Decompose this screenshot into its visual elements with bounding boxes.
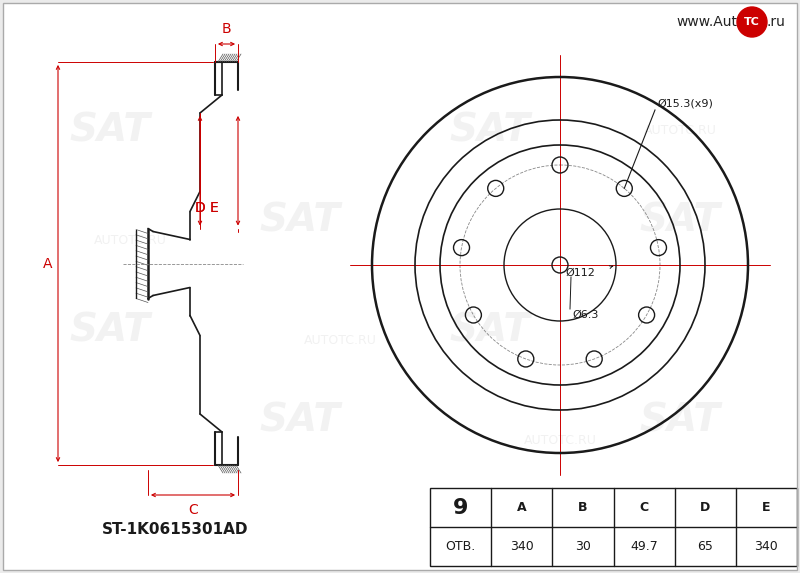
Circle shape: [737, 7, 767, 37]
Text: 340: 340: [510, 540, 534, 553]
Text: A: A: [43, 257, 53, 270]
Text: SAT: SAT: [639, 401, 721, 439]
Text: SAT: SAT: [70, 311, 150, 349]
Text: 30: 30: [575, 540, 591, 553]
Text: C: C: [188, 503, 198, 517]
Text: AUTOTC.RU: AUTOTC.RU: [303, 333, 377, 347]
Text: E: E: [210, 202, 218, 215]
Text: www.Auto: www.Auto: [676, 15, 746, 29]
Text: ST-1K0615301AD: ST-1K0615301AD: [102, 523, 248, 537]
Text: C: C: [639, 501, 649, 514]
Text: B: B: [222, 22, 231, 36]
Text: SAT: SAT: [259, 401, 341, 439]
Text: E: E: [762, 501, 770, 514]
Text: 65: 65: [698, 540, 713, 553]
Text: 49.7: 49.7: [630, 540, 658, 553]
Text: SAT: SAT: [450, 111, 530, 149]
Text: .ru: .ru: [767, 15, 786, 29]
Text: SAT: SAT: [259, 201, 341, 239]
Text: ОТВ.: ОТВ.: [446, 540, 476, 553]
Text: D: D: [700, 501, 710, 514]
Text: SAT: SAT: [639, 201, 721, 239]
Text: D: D: [195, 202, 206, 215]
Text: Ø112: Ø112: [565, 268, 595, 278]
Bar: [430, 488, 797, 566]
Text: A: A: [517, 501, 526, 514]
Text: D: D: [195, 202, 206, 215]
Text: SAT: SAT: [70, 111, 150, 149]
Text: Ø6.3: Ø6.3: [572, 310, 598, 320]
Text: 9: 9: [453, 497, 468, 517]
Text: Ø15.3(x9): Ø15.3(x9): [657, 98, 713, 108]
Text: 340: 340: [754, 540, 778, 553]
Text: AUTOTC.RU: AUTOTC.RU: [94, 234, 166, 246]
Text: AUTOTC.RU: AUTOTC.RU: [523, 434, 597, 446]
Text: E: E: [210, 202, 218, 215]
Text: SAT: SAT: [450, 311, 530, 349]
Text: AUTOTC.RU: AUTOTC.RU: [643, 124, 717, 136]
Text: TC: TC: [744, 17, 760, 27]
Text: B: B: [578, 501, 588, 514]
